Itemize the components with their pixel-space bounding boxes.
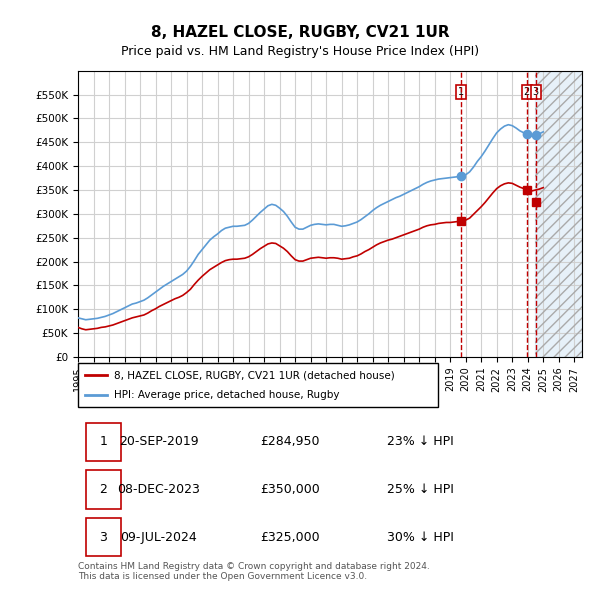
Text: Price paid vs. HM Land Registry's House Price Index (HPI): Price paid vs. HM Land Registry's House … [121, 45, 479, 58]
Text: 3: 3 [99, 531, 107, 544]
Text: 8, HAZEL CLOSE, RUGBY, CV21 1UR (detached house): 8, HAZEL CLOSE, RUGBY, CV21 1UR (detache… [114, 371, 395, 380]
Text: £350,000: £350,000 [260, 483, 320, 496]
Text: 08-DEC-2023: 08-DEC-2023 [117, 483, 200, 496]
Text: 20-SEP-2019: 20-SEP-2019 [119, 435, 199, 448]
Text: 2: 2 [524, 87, 530, 97]
Text: 25% ↓ HPI: 25% ↓ HPI [387, 483, 454, 496]
FancyBboxPatch shape [86, 518, 121, 556]
FancyBboxPatch shape [86, 470, 121, 509]
Bar [535, 71, 582, 357]
Text: 3: 3 [533, 87, 539, 97]
Text: £284,950: £284,950 [260, 435, 319, 448]
FancyBboxPatch shape [86, 422, 121, 461]
Text: 8, HAZEL CLOSE, RUGBY, CV21 1UR: 8, HAZEL CLOSE, RUGBY, CV21 1UR [151, 25, 449, 40]
Text: HPI: Average price, detached house, Rugby: HPI: Average price, detached house, Rugb… [114, 390, 340, 399]
Text: 1: 1 [458, 87, 464, 97]
Text: 23% ↓ HPI: 23% ↓ HPI [388, 435, 454, 448]
Text: 09-JUL-2024: 09-JUL-2024 [120, 531, 197, 544]
Text: 30% ↓ HPI: 30% ↓ HPI [387, 531, 454, 544]
FancyBboxPatch shape [78, 363, 438, 407]
Text: Contains HM Land Registry data © Crown copyright and database right 2024.
This d: Contains HM Land Registry data © Crown c… [78, 562, 430, 581]
Text: 1: 1 [99, 435, 107, 448]
Text: 2: 2 [99, 483, 107, 496]
Bar [535, 71, 582, 357]
Text: £325,000: £325,000 [260, 531, 319, 544]
